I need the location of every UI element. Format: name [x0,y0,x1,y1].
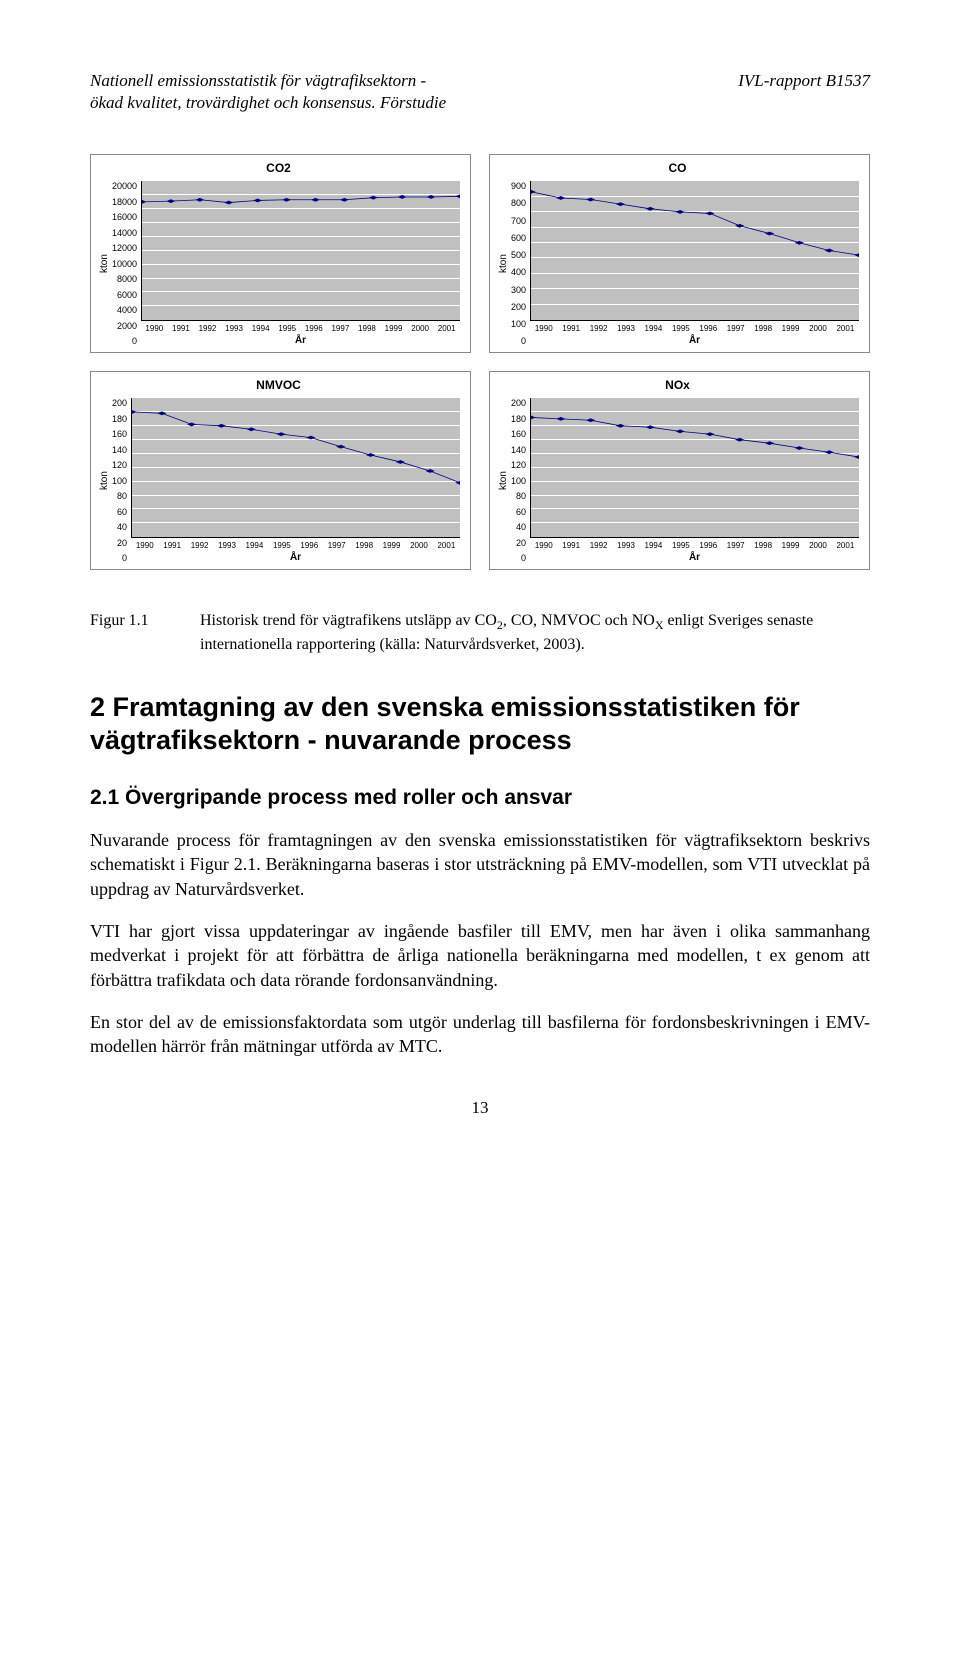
y-axis-ticks: 200180160140120100806040200 [112,398,131,563]
header-right: IVL-rapport B1537 [738,70,870,114]
y-axis-label: kton [496,181,511,346]
chart-title: CO2 [97,161,460,175]
paragraph-2: VTI har gjort vissa uppdateringar av ing… [90,919,870,992]
y-axis-ticks: 9008007006005004003002001000 [511,181,530,346]
y-axis-label: kton [97,398,112,563]
y-axis-ticks: 2000018000160001400012000100008000600040… [112,181,141,346]
x-axis-ticks: 1990199119921993199419951996199719981999… [530,324,859,333]
subsection-heading: 2.1 Övergripande process med roller och … [90,786,870,810]
page-number: 13 [90,1098,870,1118]
x-axis-label: År [141,335,460,346]
chart-plot-area [141,181,460,321]
section-heading: 2 Framtagning av den svenska emissionsst… [90,691,870,759]
paragraph-1: Nuvarande process för framtagningen av d… [90,828,870,901]
y-axis-label: kton [496,398,511,563]
charts-grid: CO2kton200001800016000140001200010000800… [90,154,870,570]
x-axis-ticks: 1990199119921993199419951996199719981999… [141,324,460,333]
page-header: Nationell emissionsstatistik för vägtraf… [90,70,870,114]
chart-co: CO kton9008007006005004003002001000199019… [489,154,870,353]
x-axis-ticks: 1990199119921993199419951996199719981999… [131,541,460,550]
figure-caption: Figur 1.1 Historisk trend för vägtrafike… [90,610,870,656]
chart-nox: NOx kton200180160140120100806040200199019… [489,371,870,570]
chart-title: NMVOC [97,378,460,392]
x-axis-label: År [131,552,460,563]
header-left: Nationell emissionsstatistik för vägtraf… [90,70,446,114]
x-axis-label: År [530,552,859,563]
chart-co2: CO2 kton200001800016000140001200010000800… [90,154,471,353]
chart-plot-area [530,398,859,538]
chart-nmvoc: NMVOC kton2001801601401201008060402001990… [90,371,471,570]
header-left-line2: ökad kvalitet, trovärdighet och konsensu… [90,93,446,112]
chart-plot-area [530,181,859,321]
figure-label: Figur 1.1 [90,610,200,656]
chart-plot-area [131,398,460,538]
y-axis-ticks: 200180160140120100806040200 [511,398,530,563]
chart-title: CO [496,161,859,175]
paragraph-3: En stor del av de emissionsfaktordata so… [90,1010,870,1059]
page-container: Nationell emissionsstatistik för vägtraf… [0,0,960,1178]
y-axis-label: kton [97,181,112,346]
x-axis-label: År [530,335,859,346]
x-axis-ticks: 1990199119921993199419951996199719981999… [530,541,859,550]
figure-text: Historisk trend för vägtrafikens utsläpp… [200,610,870,656]
chart-title: NOx [496,378,859,392]
header-left-line1: Nationell emissionsstatistik för vägtraf… [90,71,426,90]
